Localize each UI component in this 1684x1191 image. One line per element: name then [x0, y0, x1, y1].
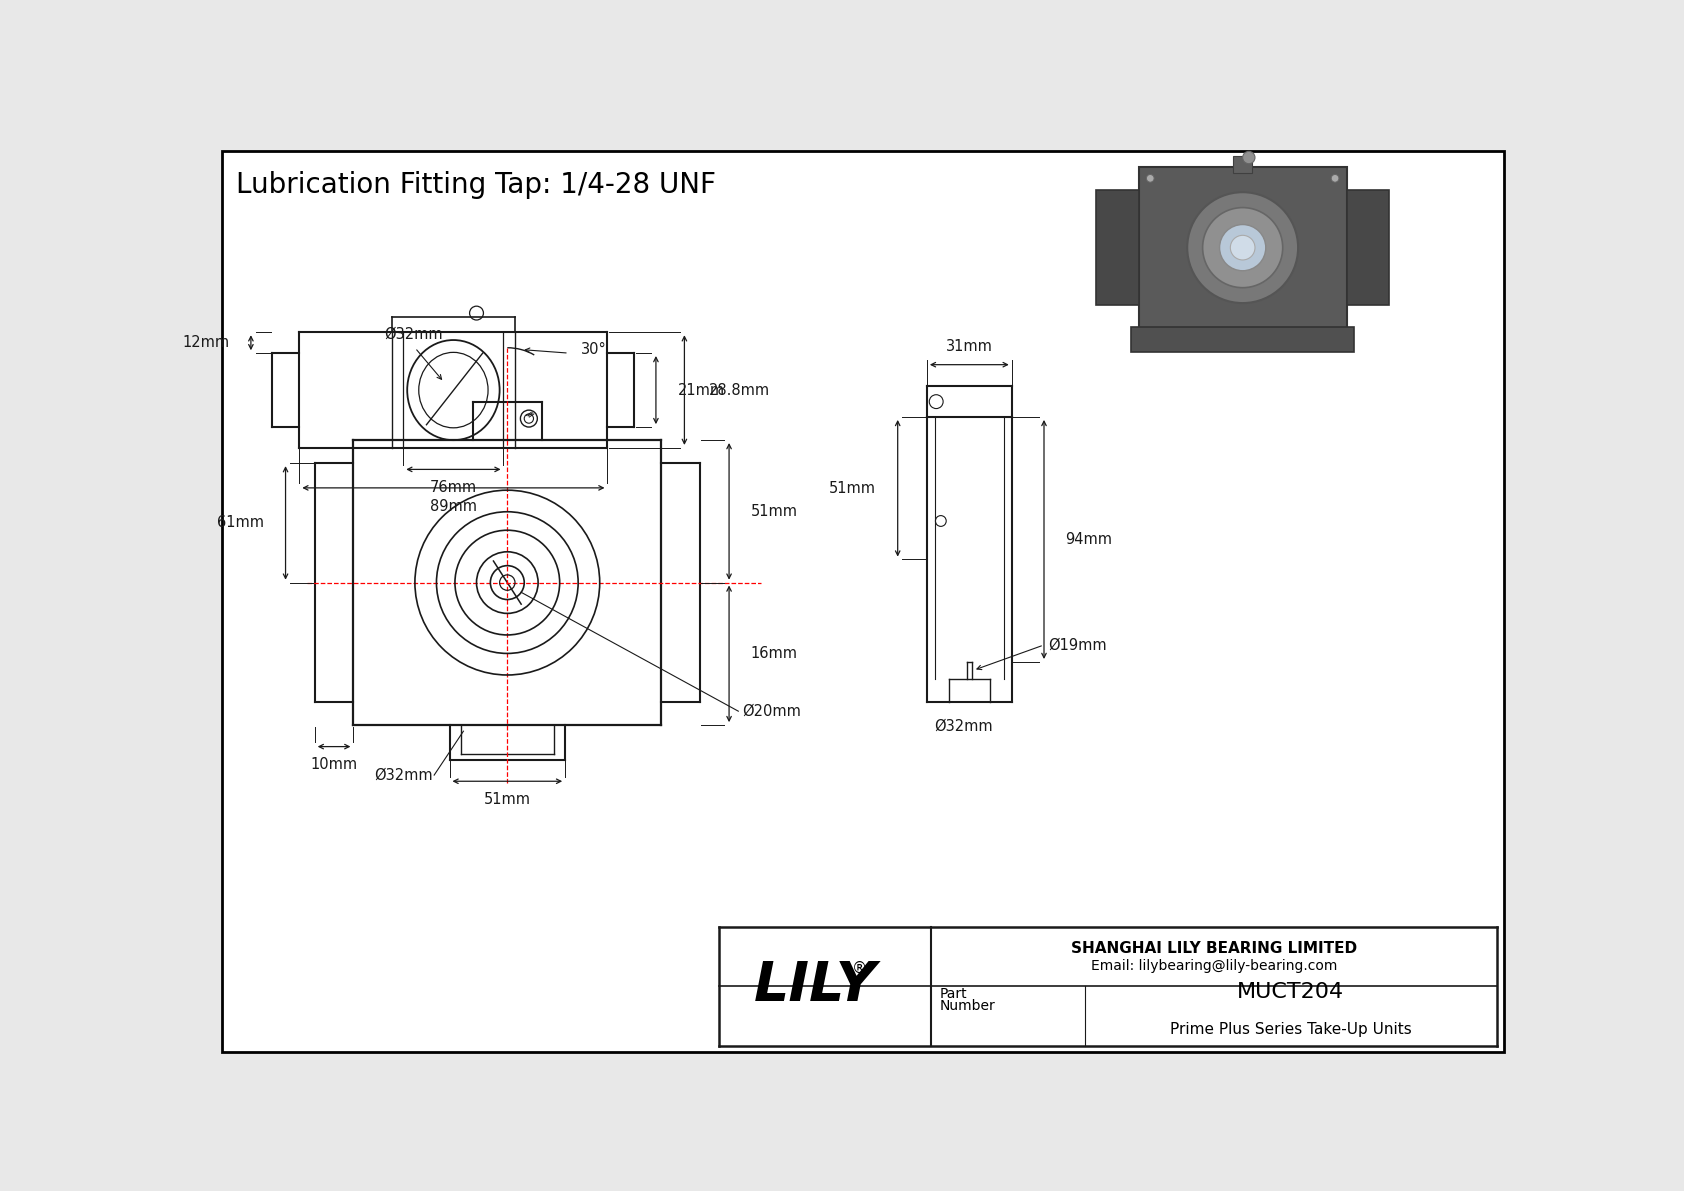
Text: 61mm: 61mm [217, 516, 264, 530]
Circle shape [1147, 175, 1154, 182]
Bar [1096, 189, 1138, 305]
Text: 51mm: 51mm [829, 481, 876, 495]
Text: SHANGHAI LILY BEARING LIMITED: SHANGHAI LILY BEARING LIMITED [1071, 941, 1357, 956]
Text: 89mm: 89mm [429, 499, 477, 513]
Text: MUCT204: MUCT204 [1238, 983, 1344, 1003]
Text: 30°: 30° [581, 342, 606, 357]
Text: 94mm: 94mm [1066, 532, 1113, 547]
Bar [1132, 328, 1354, 351]
Text: Ø19mm: Ø19mm [1047, 637, 1106, 653]
Bar [1233, 156, 1251, 173]
Text: Email: lilybearing@lily-bearing.com: Email: lilybearing@lily-bearing.com [1091, 959, 1337, 973]
Circle shape [1202, 207, 1283, 288]
Text: Ø32mm: Ø32mm [384, 326, 443, 342]
Text: Lubrication Fitting Tap: 1/4-28 UNF: Lubrication Fitting Tap: 1/4-28 UNF [236, 170, 716, 199]
Text: Prime Plus Series Take-Up Units: Prime Plus Series Take-Up Units [1170, 1022, 1411, 1036]
Circle shape [1332, 175, 1339, 182]
Text: 51mm: 51mm [483, 792, 530, 807]
Bar [1347, 189, 1389, 305]
Text: Ø32mm: Ø32mm [935, 719, 992, 734]
FancyBboxPatch shape [1138, 167, 1347, 329]
Text: Number: Number [940, 999, 995, 1014]
Text: 51mm: 51mm [751, 504, 798, 519]
Text: ®: ® [852, 960, 867, 975]
Text: 28.8mm: 28.8mm [709, 382, 770, 398]
Text: LILY: LILY [754, 960, 877, 1014]
Text: Ø20mm: Ø20mm [743, 704, 802, 718]
Text: 12mm: 12mm [182, 335, 229, 350]
Text: 76mm: 76mm [429, 480, 477, 495]
Text: Ø32mm: Ø32mm [374, 767, 433, 782]
Circle shape [1219, 225, 1266, 270]
Text: 16mm: 16mm [751, 647, 798, 661]
Text: 21mm: 21mm [677, 382, 724, 398]
Text: 10mm: 10mm [310, 757, 357, 773]
Circle shape [1187, 192, 1298, 303]
Circle shape [1243, 151, 1255, 163]
Circle shape [1231, 236, 1255, 260]
Text: 31mm: 31mm [946, 339, 994, 354]
Text: Part: Part [940, 987, 968, 1000]
